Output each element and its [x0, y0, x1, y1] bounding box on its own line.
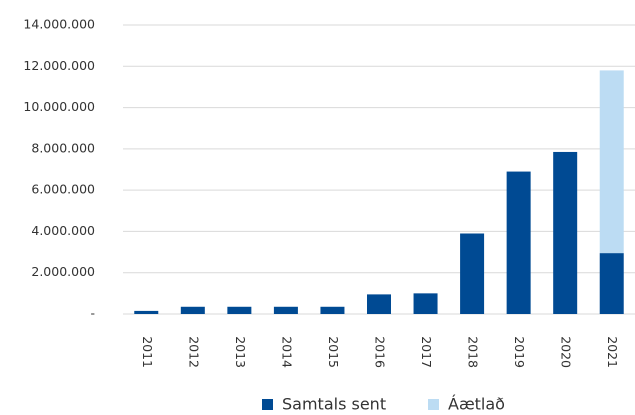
- y-tick-label: 14.000.000: [23, 17, 95, 32]
- bar: [367, 294, 391, 314]
- x-tick-label: 2016: [373, 336, 388, 368]
- x-tick-label: 2012: [186, 336, 201, 368]
- x-tick-label: 2018: [466, 336, 481, 368]
- x-tick-label: 2021: [605, 336, 620, 368]
- bar: [320, 306, 345, 314]
- bar: [273, 306, 298, 314]
- y-tick-label: -: [90, 306, 95, 321]
- bar: [599, 253, 624, 314]
- legend-label: Samtals sent: [282, 395, 386, 414]
- legend-label: Áætlað: [448, 395, 505, 414]
- legend-swatch: [428, 399, 439, 410]
- x-tick-label: 2017: [419, 336, 434, 368]
- legend-swatch: [262, 399, 273, 410]
- y-tick-label: 4.000.000: [31, 223, 95, 238]
- bar: [134, 310, 159, 314]
- bar: [180, 306, 205, 314]
- bar: [413, 293, 438, 314]
- x-tick-label: 2015: [326, 336, 341, 368]
- bar: [599, 70, 624, 254]
- x-tick-label: 2020: [559, 336, 574, 368]
- y-tick-label: 6.000.000: [31, 182, 95, 197]
- x-tick-label: 2019: [512, 336, 527, 368]
- bar: [506, 171, 531, 314]
- y-tick-label: 10.000.000: [23, 99, 95, 114]
- x-tick-label: 2013: [233, 336, 248, 368]
- x-tick-label: 2011: [140, 336, 155, 368]
- bar: [553, 151, 578, 314]
- x-tick-label: 2014: [279, 336, 294, 368]
- y-tick-label: 8.000.000: [31, 140, 95, 155]
- bar: [227, 306, 252, 314]
- y-tick-label: 12.000.000: [23, 58, 95, 73]
- y-tick-label: 2.000.000: [31, 264, 95, 279]
- bar: [460, 233, 485, 314]
